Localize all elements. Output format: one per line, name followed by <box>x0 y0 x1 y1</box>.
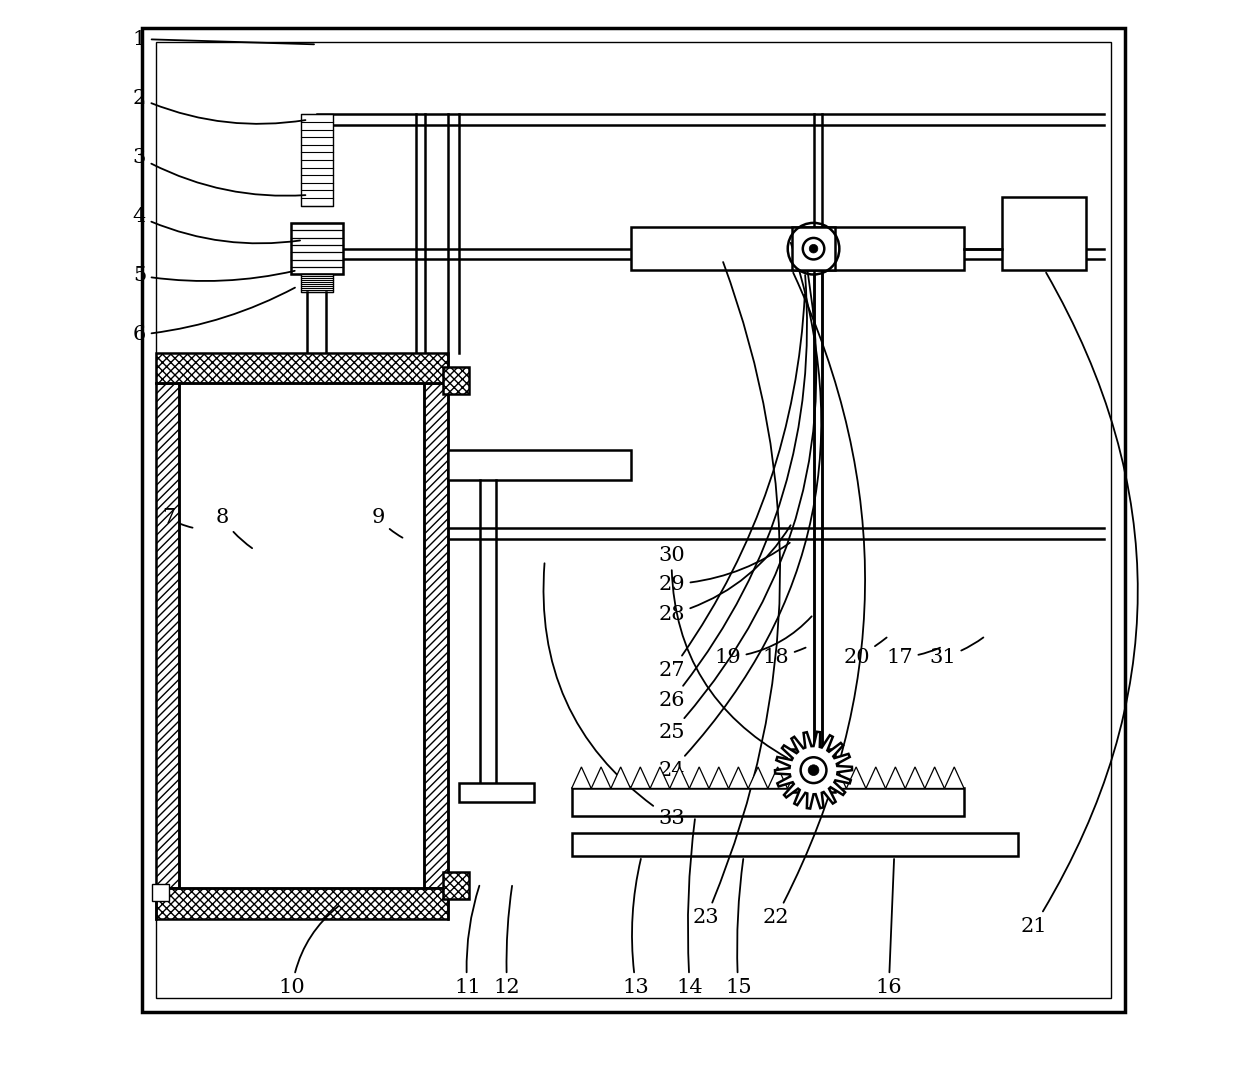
Polygon shape <box>866 766 885 788</box>
Text: 15: 15 <box>725 859 751 997</box>
Bar <box>459 783 534 802</box>
Polygon shape <box>775 732 852 808</box>
Polygon shape <box>689 766 709 788</box>
Text: 9: 9 <box>372 508 403 538</box>
Text: 2: 2 <box>133 88 305 124</box>
Polygon shape <box>611 766 630 788</box>
Polygon shape <box>827 766 847 788</box>
Text: 1: 1 <box>133 29 314 49</box>
Text: 33: 33 <box>543 564 684 828</box>
Polygon shape <box>650 766 670 788</box>
Text: 24: 24 <box>658 243 821 779</box>
Text: 22: 22 <box>763 273 866 927</box>
Bar <box>572 832 1018 856</box>
Circle shape <box>808 764 818 775</box>
Polygon shape <box>945 766 963 788</box>
Polygon shape <box>847 766 866 788</box>
Bar <box>448 450 631 480</box>
Bar <box>572 788 963 816</box>
Text: 31: 31 <box>929 637 983 667</box>
Polygon shape <box>572 766 591 788</box>
Bar <box>300 275 332 292</box>
Text: 7: 7 <box>161 508 192 528</box>
Bar <box>155 383 179 888</box>
Bar <box>300 114 332 206</box>
Text: 21: 21 <box>1021 273 1138 936</box>
Text: 26: 26 <box>658 275 807 709</box>
Text: 25: 25 <box>658 260 816 742</box>
Bar <box>631 227 963 271</box>
Polygon shape <box>670 766 689 788</box>
Bar <box>155 42 1111 998</box>
Polygon shape <box>591 766 611 788</box>
Text: 29: 29 <box>658 543 790 594</box>
Bar <box>1002 197 1085 271</box>
Polygon shape <box>768 766 787 788</box>
Bar <box>443 367 470 393</box>
Text: 20: 20 <box>843 637 887 667</box>
Text: 23: 23 <box>693 262 780 927</box>
Circle shape <box>810 245 818 253</box>
Polygon shape <box>729 766 748 788</box>
Text: 12: 12 <box>494 886 521 997</box>
Polygon shape <box>905 766 925 788</box>
Bar <box>155 353 448 383</box>
Bar <box>792 748 835 791</box>
Bar <box>155 888 448 918</box>
Text: 5: 5 <box>133 266 295 285</box>
Text: 27: 27 <box>658 294 805 679</box>
Polygon shape <box>709 766 729 788</box>
Text: 8: 8 <box>216 508 252 549</box>
Polygon shape <box>925 766 945 788</box>
Text: 3: 3 <box>133 148 305 196</box>
Polygon shape <box>787 766 807 788</box>
Text: 11: 11 <box>454 886 481 997</box>
Polygon shape <box>630 766 650 788</box>
Bar <box>153 884 170 901</box>
Text: 14: 14 <box>677 819 703 997</box>
Text: 19: 19 <box>714 617 812 667</box>
Text: 13: 13 <box>622 859 650 997</box>
Polygon shape <box>807 766 827 788</box>
Text: 30: 30 <box>658 545 787 758</box>
Bar <box>443 872 470 899</box>
Bar <box>424 383 448 888</box>
Text: 17: 17 <box>887 648 940 667</box>
Bar <box>792 227 835 271</box>
Text: 4: 4 <box>133 207 300 244</box>
Text: 16: 16 <box>875 859 903 997</box>
Polygon shape <box>885 766 905 788</box>
Text: 28: 28 <box>658 525 791 624</box>
Text: 6: 6 <box>133 288 295 344</box>
Text: 10: 10 <box>279 907 339 997</box>
Polygon shape <box>748 766 768 788</box>
Text: 18: 18 <box>763 648 806 667</box>
Bar <box>291 223 342 275</box>
